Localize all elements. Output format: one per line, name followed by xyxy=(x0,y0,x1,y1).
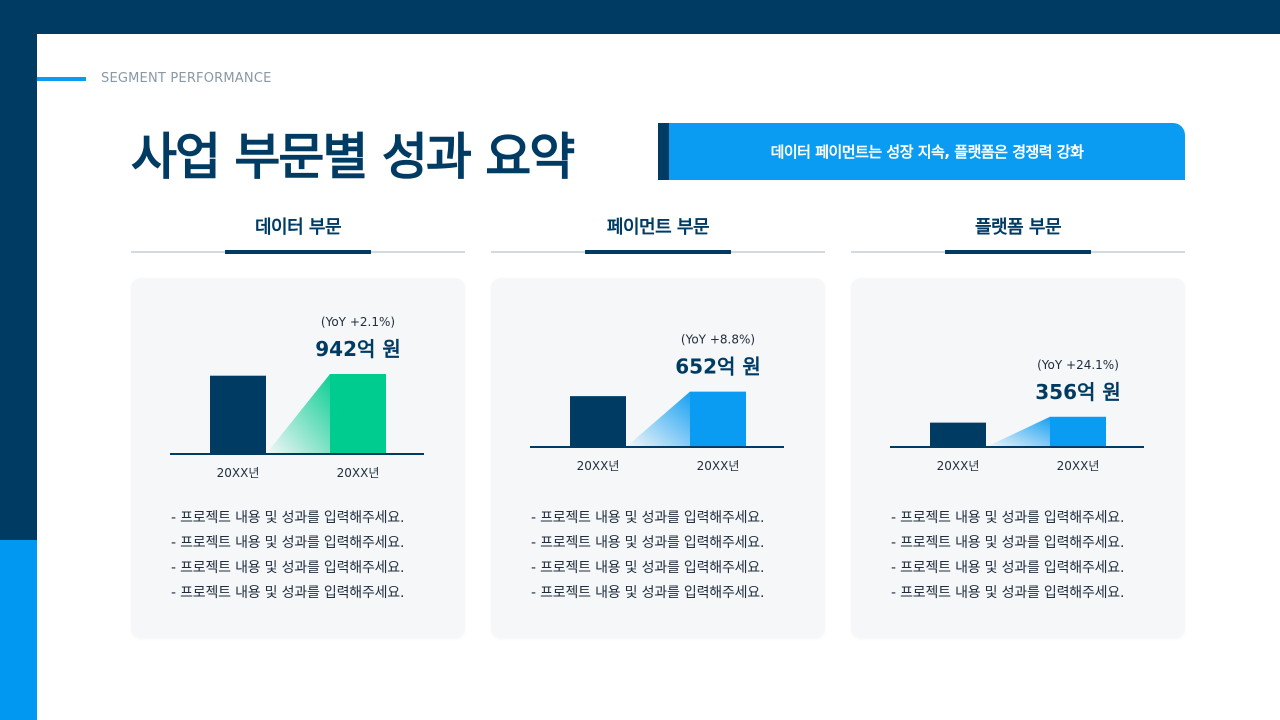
segment-divider-accent xyxy=(945,250,1091,254)
x-tick-label: 20XX년 xyxy=(217,466,260,480)
bar-current-year xyxy=(330,374,386,454)
bar-current-year xyxy=(690,391,746,447)
x-tick-label: 20XX년 xyxy=(1057,459,1100,473)
list-item: - 프로젝트 내용 및 성과를 입력해주세요. xyxy=(531,585,765,601)
segment-divider-accent xyxy=(585,250,731,254)
segment-bar-chart: 20XX년 20XX년 (YoY +24.1%) 356억 원 xyxy=(890,358,1144,473)
segment-column-payment: 페이먼트 부문 20XX년 20XX년 (YoY +8.8%) 652억 원 - 프로… xyxy=(491,205,825,645)
segment-card: 20XX년 20XX년 (YoY +8.8%) 652억 원 - 프로젝트 내용 및 … xyxy=(491,278,825,638)
segment-column-platform: 플랫폼 부문 20XX년 20XX년 (YoY +24.1%) 356억 원 - 프로… xyxy=(851,205,1185,645)
list-item: - 프로젝트 내용 및 성과를 입력해주세요. xyxy=(531,560,765,576)
segment-notes: - 프로젝트 내용 및 성과를 입력해주세요. - 프로젝트 내용 및 성과를 … xyxy=(171,506,404,606)
segment-title: 데이터 부문 xyxy=(254,217,342,238)
yoy-label: (YoY +24.1%) xyxy=(1037,358,1119,372)
x-tick-label: 20XX년 xyxy=(697,459,740,473)
segment-divider-accent xyxy=(225,250,371,254)
bar-previous-year xyxy=(930,422,986,447)
segment-title: 페이먼트 부문 xyxy=(606,217,710,238)
list-item: - 프로젝트 내용 및 성과를 입력해주세요. xyxy=(531,535,765,551)
segment-header: 페이먼트 부문 xyxy=(491,205,825,255)
growth-ramp xyxy=(986,416,1050,447)
segment-title: 플랫폼 부문 xyxy=(974,217,1062,238)
list-item: - 프로젝트 내용 및 성과를 입력해주세요. xyxy=(171,585,405,601)
growth-ramp xyxy=(626,391,690,447)
x-tick-label: 20XX년 xyxy=(577,459,620,473)
bar-previous-year xyxy=(570,396,626,447)
list-item: - 프로젝트 내용 및 성과를 입력해주세요. xyxy=(171,535,405,551)
summary-banner-text: 데이터 페이먼트는 성장 지속, 플랫폼은 경쟁력 강화 xyxy=(770,143,1084,161)
page-title: 사업 부문별 성과 요약 xyxy=(131,128,575,186)
list-item: - 프로젝트 내용 및 성과를 입력해주세요. xyxy=(171,510,405,526)
bar-current-year xyxy=(1050,416,1106,447)
segment-column-data: 데이터 부문 20XX년 20XX년 (YoY +2.1%) 942억 원 - 프로젝… xyxy=(131,205,465,645)
list-item: - 프로젝트 내용 및 성과를 입력해주세요. xyxy=(891,585,1125,601)
summary-banner: 데이터 페이먼트는 성장 지속, 플랫폼은 경쟁력 강화 xyxy=(658,123,1185,180)
list-item: - 프로젝트 내용 및 성과를 입력해주세요. xyxy=(531,510,765,526)
list-item: - 프로젝트 내용 및 성과를 입력해주세요. xyxy=(891,510,1125,526)
list-item: - 프로젝트 내용 및 성과를 입력해주세요. xyxy=(891,560,1125,576)
value-label: 942억 원 xyxy=(315,337,401,361)
yoy-label: (YoY +8.8%) xyxy=(681,333,755,347)
left-band-accent xyxy=(0,540,37,720)
bar-previous-year xyxy=(210,375,266,454)
eyebrow-line xyxy=(37,77,86,81)
list-item: - 프로젝트 내용 및 성과를 입력해주세요. xyxy=(171,560,405,576)
segment-card: 20XX년 20XX년 (YoY +24.1%) 356억 원 - 프로젝트 내용 및… xyxy=(851,278,1185,638)
value-label: 652억 원 xyxy=(675,355,761,379)
segment-notes: - 프로젝트 내용 및 성과를 입력해주세요. - 프로젝트 내용 및 성과를 … xyxy=(531,506,764,606)
x-tick-label: 20XX년 xyxy=(337,466,380,480)
segment-bar-chart: 20XX년 20XX년 (YoY +2.1%) 942억 원 xyxy=(170,315,424,480)
segment-bar-chart: 20XX년 20XX년 (YoY +8.8%) 652억 원 xyxy=(530,333,784,473)
segment-header: 플랫폼 부문 xyxy=(851,205,1185,255)
top-band xyxy=(0,0,1280,34)
yoy-label: (YoY +2.1%) xyxy=(321,315,395,329)
value-label: 356억 원 xyxy=(1035,380,1121,404)
left-band xyxy=(0,0,37,540)
growth-ramp xyxy=(266,374,330,454)
segment-notes: - 프로젝트 내용 및 성과를 입력해주세요. - 프로젝트 내용 및 성과를 … xyxy=(891,506,1124,606)
list-item: - 프로젝트 내용 및 성과를 입력해주세요. xyxy=(891,535,1125,551)
x-tick-label: 20XX년 xyxy=(937,459,980,473)
segment-card: 20XX년 20XX년 (YoY +2.1%) 942억 원 - 프로젝트 내용 및 … xyxy=(131,278,465,638)
eyebrow-label: SEGMENT PERFORMANCE xyxy=(101,71,272,86)
segment-header: 데이터 부문 xyxy=(131,205,465,255)
